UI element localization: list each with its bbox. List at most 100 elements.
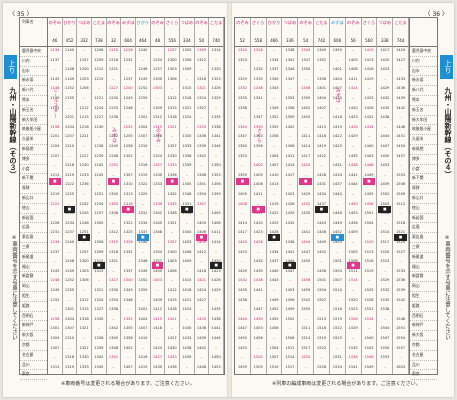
departure-time: 1327 xyxy=(152,163,163,168)
departure-time: 1341 xyxy=(211,134,221,139)
departure-time: 1321 xyxy=(196,86,207,91)
train-number: 54 xyxy=(303,38,309,43)
time-dots: ‥ xyxy=(97,182,101,187)
departure-time: 1433 xyxy=(167,355,177,360)
train-header: のぞみ 50 xyxy=(194,18,209,47)
departure-time: 1330 xyxy=(94,316,104,321)
departure-time: 1440 xyxy=(364,144,374,148)
departure-time: 1428 xyxy=(364,105,374,110)
departure-time: 1319 xyxy=(138,172,148,177)
departure-time: 1203 xyxy=(79,76,89,81)
time-dots: ‥ xyxy=(185,220,189,225)
departure-time: 1455 xyxy=(269,316,279,321)
train-number: 744 xyxy=(396,38,405,43)
departure-time: 1419 xyxy=(316,144,327,148)
departure-time: 1323 xyxy=(237,57,247,62)
departure-time: 1410 xyxy=(269,172,279,177)
departure-time: 1457 xyxy=(396,153,406,158)
train-name: のぞみ xyxy=(346,20,360,25)
departure-time: 1508 xyxy=(346,259,361,264)
time-dots: ‥ xyxy=(141,57,145,62)
train-name: みずほ xyxy=(331,20,344,25)
departure-time: 1441 xyxy=(348,172,358,177)
car-badge: ■ xyxy=(283,262,297,269)
departure-time: 1306 xyxy=(182,57,192,62)
departure-time: 1257 xyxy=(79,249,89,254)
departure-time: 1417 xyxy=(301,153,311,158)
time-dots: ‥ xyxy=(185,172,189,177)
departure-time: 1219 xyxy=(64,172,75,177)
station-name: 新山口 xyxy=(410,194,437,204)
time-dots: ‥ xyxy=(383,172,386,177)
departure-time: 1359 xyxy=(211,192,221,196)
departure-time: 1248 xyxy=(79,220,89,225)
departure-time: 1407 xyxy=(332,86,342,91)
train-number: 560 xyxy=(365,38,373,43)
departure-time: 1429 xyxy=(380,86,390,91)
time-dots: ‥ xyxy=(141,153,145,158)
departure-time: 1451 xyxy=(396,134,406,139)
departure-time: 1409 xyxy=(182,259,192,264)
train-number: 740 xyxy=(212,38,220,43)
departure-time: 1452 xyxy=(332,230,342,235)
station-name: 名古屋 xyxy=(20,351,47,361)
train-number: 332 xyxy=(80,38,88,43)
station-name: 久留米 xyxy=(410,135,437,145)
departure-time: 1348 xyxy=(152,230,163,235)
departure-time: 1409 xyxy=(196,240,207,244)
time-dots: ‥ xyxy=(126,355,130,360)
time-dots: ‥ xyxy=(304,124,307,129)
departure-time: 1508 xyxy=(285,336,295,340)
station-name: 新玉名 xyxy=(410,106,437,116)
departure-time: 1423 xyxy=(211,268,221,273)
departure-time: 1519 xyxy=(316,336,327,340)
time-dots: ‥ xyxy=(170,230,174,235)
departure-time: 1418 xyxy=(196,268,207,273)
departure-time: 1507 xyxy=(332,278,342,283)
departure-time: 1509 xyxy=(396,192,406,196)
time-dots: ‥ xyxy=(399,355,402,360)
departure-time: 1505 xyxy=(253,364,263,369)
departure-time: 1252 xyxy=(138,86,148,91)
departure-time: 1411 xyxy=(285,153,295,158)
departure-time: 1327 xyxy=(108,278,119,283)
time-dots: ‥ xyxy=(272,288,276,292)
departure-time: 1416 xyxy=(316,134,327,139)
time-dots: ‥ xyxy=(214,105,218,110)
departure-time: 1358 xyxy=(269,134,279,139)
departure-time: 1436 xyxy=(196,326,207,331)
departure-time: 1524 xyxy=(396,240,406,244)
departure-time: 1146 xyxy=(50,86,60,91)
departure-time: 1252 xyxy=(50,297,60,302)
train-header: つばめ 334 xyxy=(180,18,194,47)
departure-time: 1425 xyxy=(269,220,279,225)
departure-time: 1403 xyxy=(167,259,177,264)
car-badge: ■ xyxy=(236,178,249,185)
departure-time: 1435 xyxy=(253,268,263,273)
departure-time: 1312 xyxy=(79,297,89,302)
departure-time: 1453 xyxy=(237,345,247,350)
footnote: ※列車の編成車両は変更される場合があります。ご注意ください。 xyxy=(272,381,421,387)
departure-time: 1243 xyxy=(50,268,60,273)
departure-time: 1310 xyxy=(123,182,133,187)
departure-time: 1533 xyxy=(396,268,406,273)
station-name: 新玉名 xyxy=(20,106,47,116)
time-dots: ‥ xyxy=(156,336,159,340)
train-number: 338 xyxy=(380,38,389,43)
train-name: さくら xyxy=(362,20,376,25)
time-dots: ‥ xyxy=(170,278,174,283)
car-badge: ■ xyxy=(330,234,344,241)
station-name: 川内 xyxy=(20,57,47,67)
departure-time: 1312 xyxy=(92,259,106,264)
car-badge: ■ xyxy=(210,262,222,269)
train-column: ひかり 464 1240 ‥ 1246 1249 1252 1255 ‥ 1301 1304 1307… xyxy=(136,18,151,374)
departure-time: 1429 xyxy=(348,134,358,139)
time-dots: ‥ xyxy=(200,259,203,264)
departure-time: 1303 xyxy=(167,67,177,72)
station-name: 西明石 xyxy=(20,312,47,322)
station-name: 鹿児島中央 xyxy=(20,47,47,57)
departure-time: 1329 xyxy=(237,76,247,81)
station-name: 徳山 xyxy=(20,204,47,214)
page-number: 〈 35 〉 xyxy=(9,11,33,18)
departure-time: 1455 xyxy=(364,192,374,196)
